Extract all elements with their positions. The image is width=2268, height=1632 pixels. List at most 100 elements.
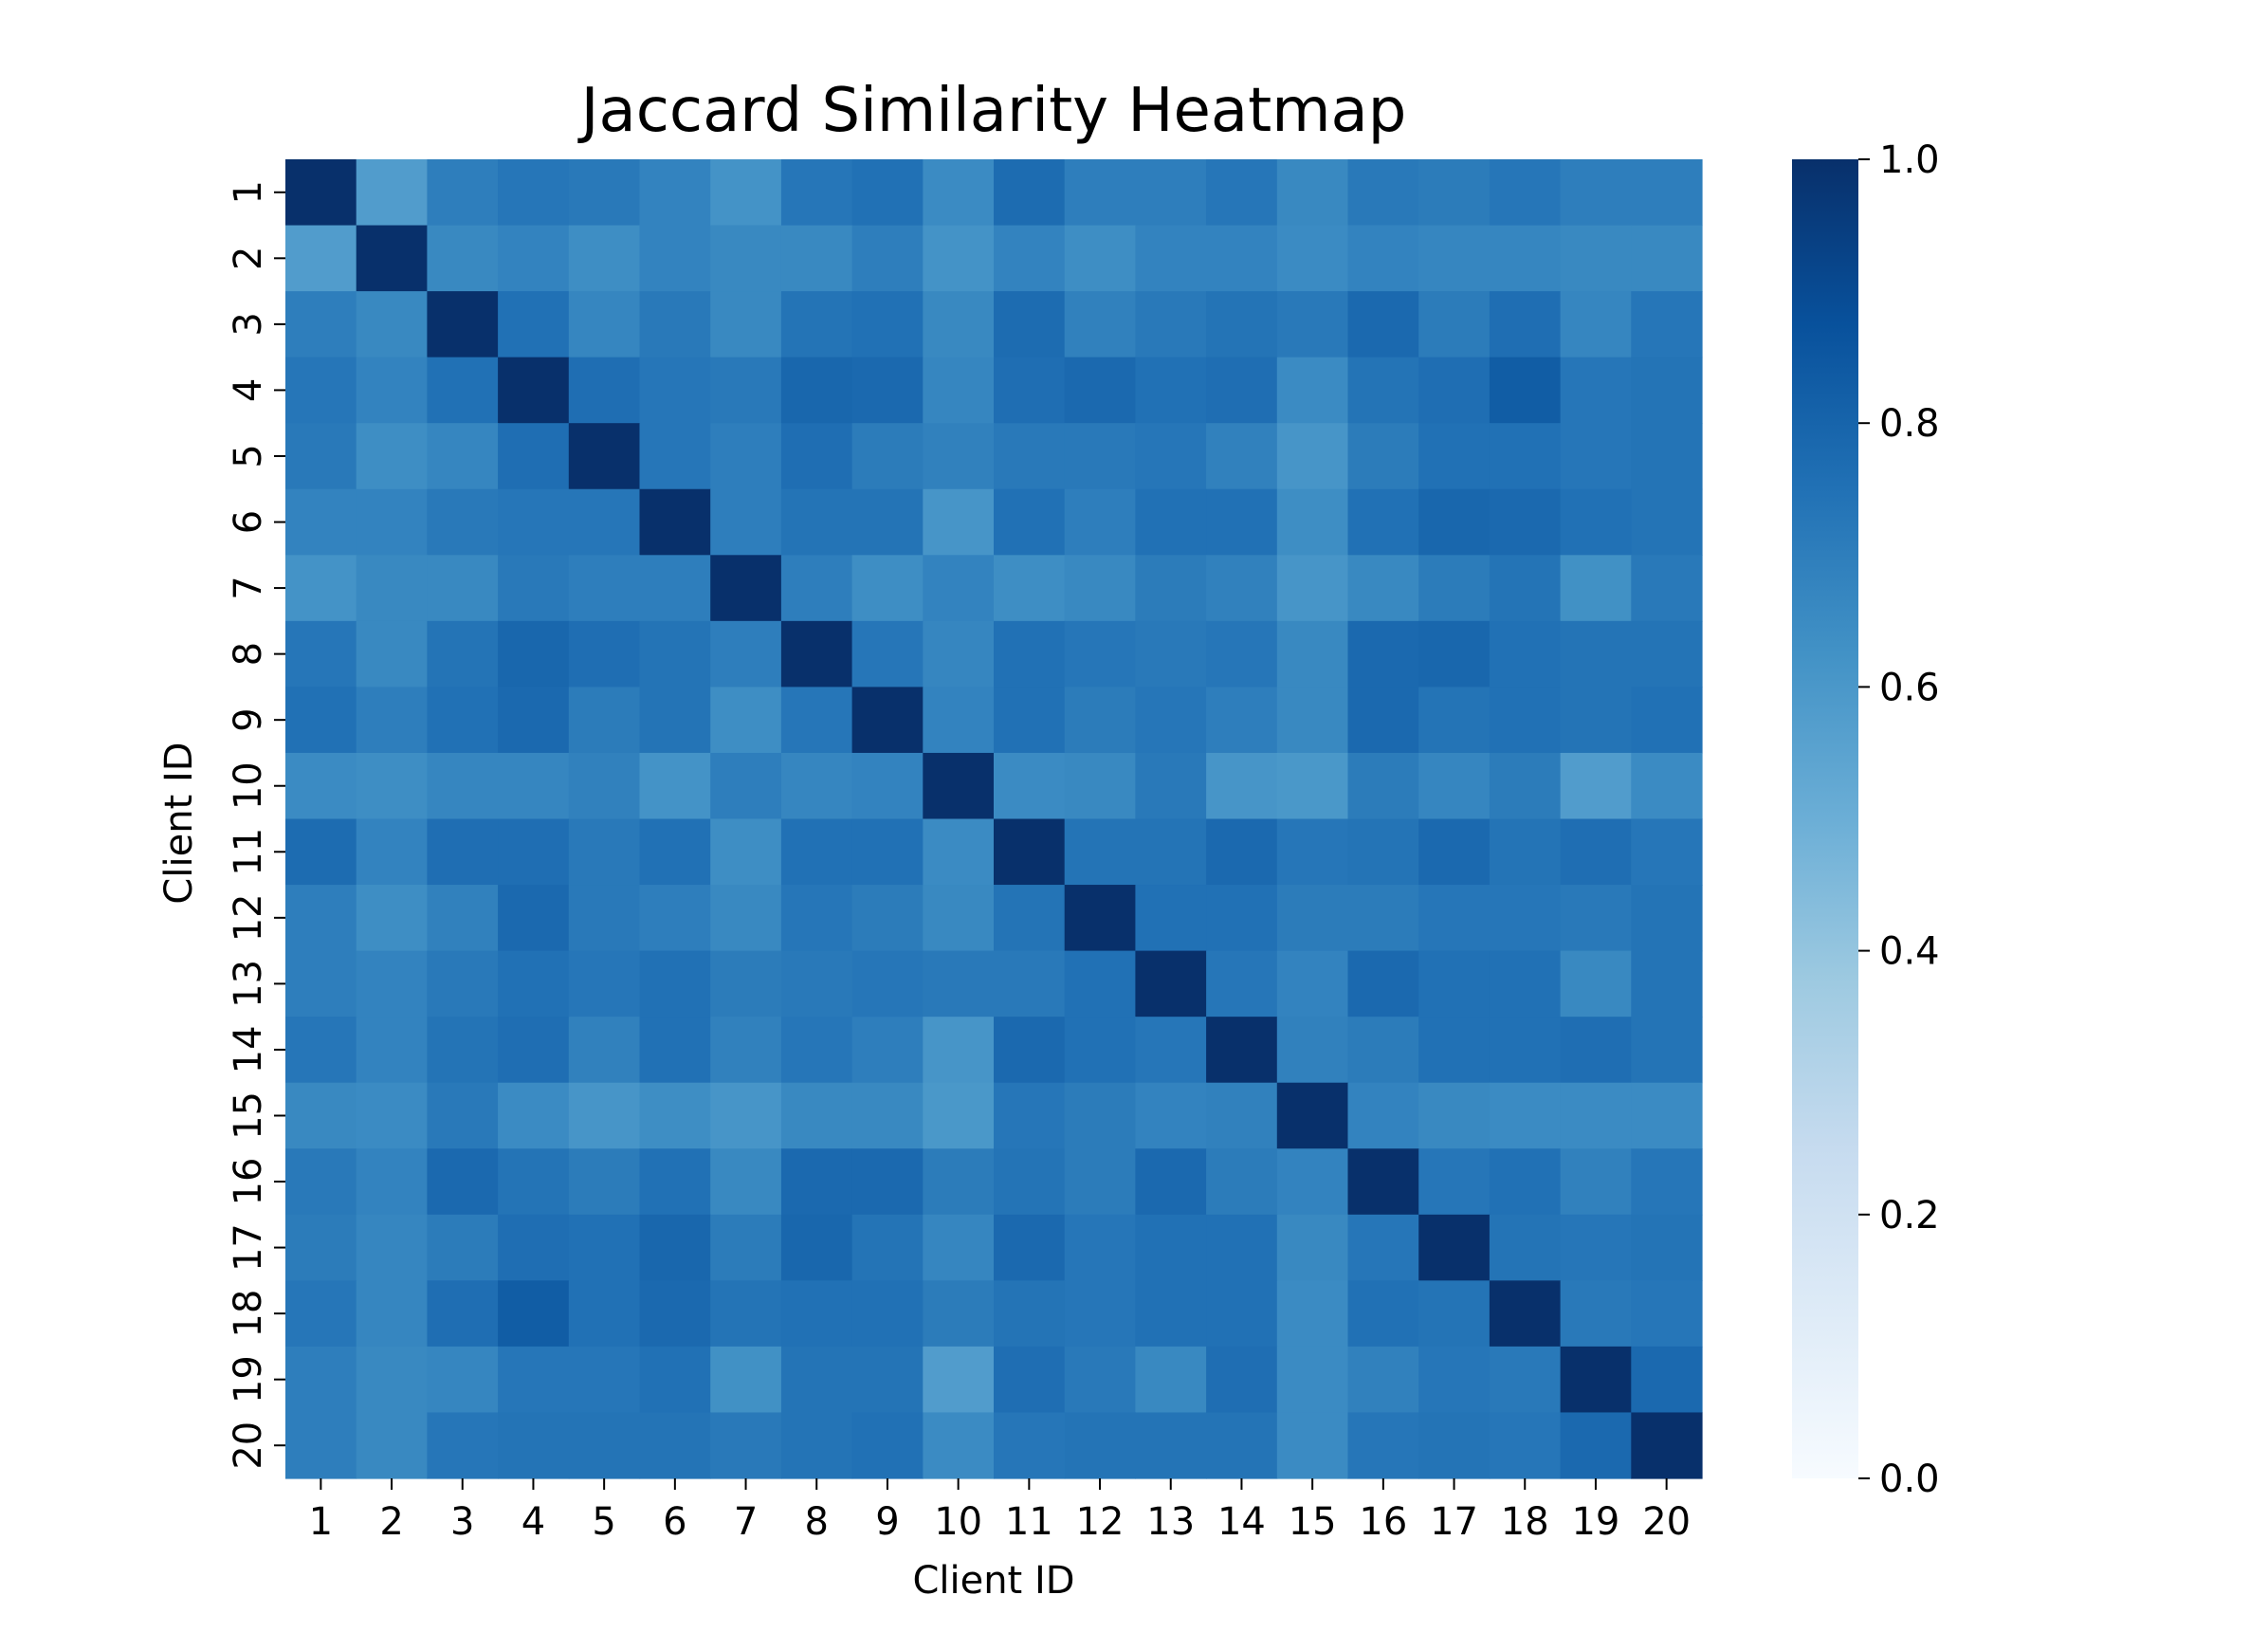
heatmap-cell: [285, 950, 357, 1018]
x-tick-label: 8: [805, 1500, 829, 1544]
heatmap-cell: [498, 1214, 570, 1281]
heatmap-cell: [498, 885, 570, 952]
heatmap-cell: [427, 225, 499, 292]
heatmap-cell: [851, 752, 924, 820]
heatmap-cell: [710, 885, 782, 952]
heatmap-cell: [994, 1148, 1066, 1216]
heatmap-cell: [1206, 1280, 1278, 1348]
heatmap-cell: [994, 1017, 1066, 1084]
heatmap-cell: [710, 225, 782, 292]
heatmap-cell: [498, 950, 570, 1018]
heatmap-cell: [1489, 620, 1562, 688]
heatmap-cell: [1135, 1346, 1207, 1414]
heatmap-cell: [1064, 291, 1136, 358]
heatmap-cell: [1631, 357, 1703, 424]
heatmap-cell: [285, 620, 357, 688]
heatmap-cell: [285, 1017, 357, 1084]
y-tick-label: 6: [227, 510, 270, 534]
heatmap-cell: [923, 752, 995, 820]
heatmap-cell: [1418, 423, 1491, 490]
heatmap-cell: [1206, 423, 1278, 490]
x-tick-label: 5: [592, 1500, 615, 1544]
heatmap-cell: [1135, 1412, 1207, 1479]
heatmap-cell: [639, 1214, 711, 1281]
heatmap-cell: [1631, 752, 1703, 820]
heatmap-cell: [1276, 423, 1349, 490]
y-tick-label: 5: [227, 444, 270, 468]
heatmap-cell: [1064, 1017, 1136, 1084]
y-axis-label: Client ID: [157, 742, 201, 904]
heatmap-cell: [639, 950, 711, 1018]
heatmap-cell: [1135, 357, 1207, 424]
heatmap-cell: [427, 488, 499, 556]
heatmap-cell: [1631, 950, 1703, 1018]
heatmap-cell: [1276, 1346, 1349, 1414]
heatmap-cell: [1418, 159, 1491, 227]
heatmap-cell: [1276, 291, 1349, 358]
heatmap-cell: [1489, 1214, 1562, 1281]
heatmap-cell: [285, 885, 357, 952]
x-tick-label: 7: [734, 1500, 758, 1544]
heatmap-cell: [1560, 620, 1632, 688]
heatmap-cell: [285, 1346, 357, 1414]
x-tick-label: 2: [379, 1500, 403, 1544]
heatmap-cell: [851, 620, 924, 688]
heatmap-cell: [1489, 950, 1562, 1018]
heatmap-cell: [780, 423, 853, 490]
heatmap-cell: [639, 488, 711, 556]
heatmap-cell: [923, 1148, 995, 1216]
heatmap-cell: [568, 620, 641, 688]
heatmap-cell: [851, 159, 924, 227]
heatmap-cell: [994, 488, 1066, 556]
heatmap-cell: [639, 1412, 711, 1479]
heatmap-cell: [710, 555, 782, 622]
heatmap-cell: [710, 1214, 782, 1281]
heatmap-cell: [1418, 818, 1491, 886]
heatmap-cell: [1418, 1214, 1491, 1281]
heatmap-cell: [427, 357, 499, 424]
heatmap-cell: [923, 555, 995, 622]
heatmap-cell: [1276, 620, 1349, 688]
heatmap-cell: [994, 555, 1066, 622]
y-tick-label: 14: [227, 1025, 270, 1073]
heatmap-cell: [498, 1148, 570, 1216]
heatmap-cell: [427, 1280, 499, 1348]
heatmap-cell: [1347, 1412, 1419, 1479]
x-tick-label: 13: [1146, 1500, 1195, 1544]
heatmap-cell: [568, 885, 641, 952]
heatmap-cell: [568, 950, 641, 1018]
heatmap-cell: [1347, 687, 1419, 754]
heatmap-cell: [498, 291, 570, 358]
heatmap-cell: [710, 1017, 782, 1084]
heatmap-cell: [994, 687, 1066, 754]
heatmap-cell: [1276, 1148, 1349, 1216]
heatmap-cell: [1064, 1214, 1136, 1281]
heatmap-cell: [498, 357, 570, 424]
y-tick-label: 8: [227, 642, 270, 666]
heatmap-cell: [356, 1082, 428, 1149]
heatmap-cell: [1560, 225, 1632, 292]
heatmap-cell: [1064, 555, 1136, 622]
heatmap-cell: [1276, 159, 1349, 227]
heatmap-cell: [285, 423, 357, 490]
colorbar-tick-label: 0.8: [1879, 402, 1940, 446]
heatmap-cell: [1206, 1346, 1278, 1414]
heatmap-cell: [851, 885, 924, 952]
heatmap-cell: [427, 1082, 499, 1149]
heatmap-cell: [356, 1346, 428, 1414]
heatmap-cell: [356, 357, 428, 424]
heatmap-cell: [427, 1148, 499, 1216]
heatmap-cell: [923, 159, 995, 227]
heatmap-cell: [1347, 423, 1419, 490]
heatmap-cell: [1135, 620, 1207, 688]
heatmap-cell: [1489, 291, 1562, 358]
x-tick-label: 14: [1217, 1500, 1266, 1544]
heatmap-cell: [851, 950, 924, 1018]
heatmap-cell: [923, 1412, 995, 1479]
heatmap-cell: [285, 291, 357, 358]
heatmap-cell: [1347, 1017, 1419, 1084]
heatmap-cell: [1206, 1214, 1278, 1281]
heatmap-cell: [710, 291, 782, 358]
heatmap-cell: [1135, 159, 1207, 227]
heatmap-cell: [498, 1346, 570, 1414]
